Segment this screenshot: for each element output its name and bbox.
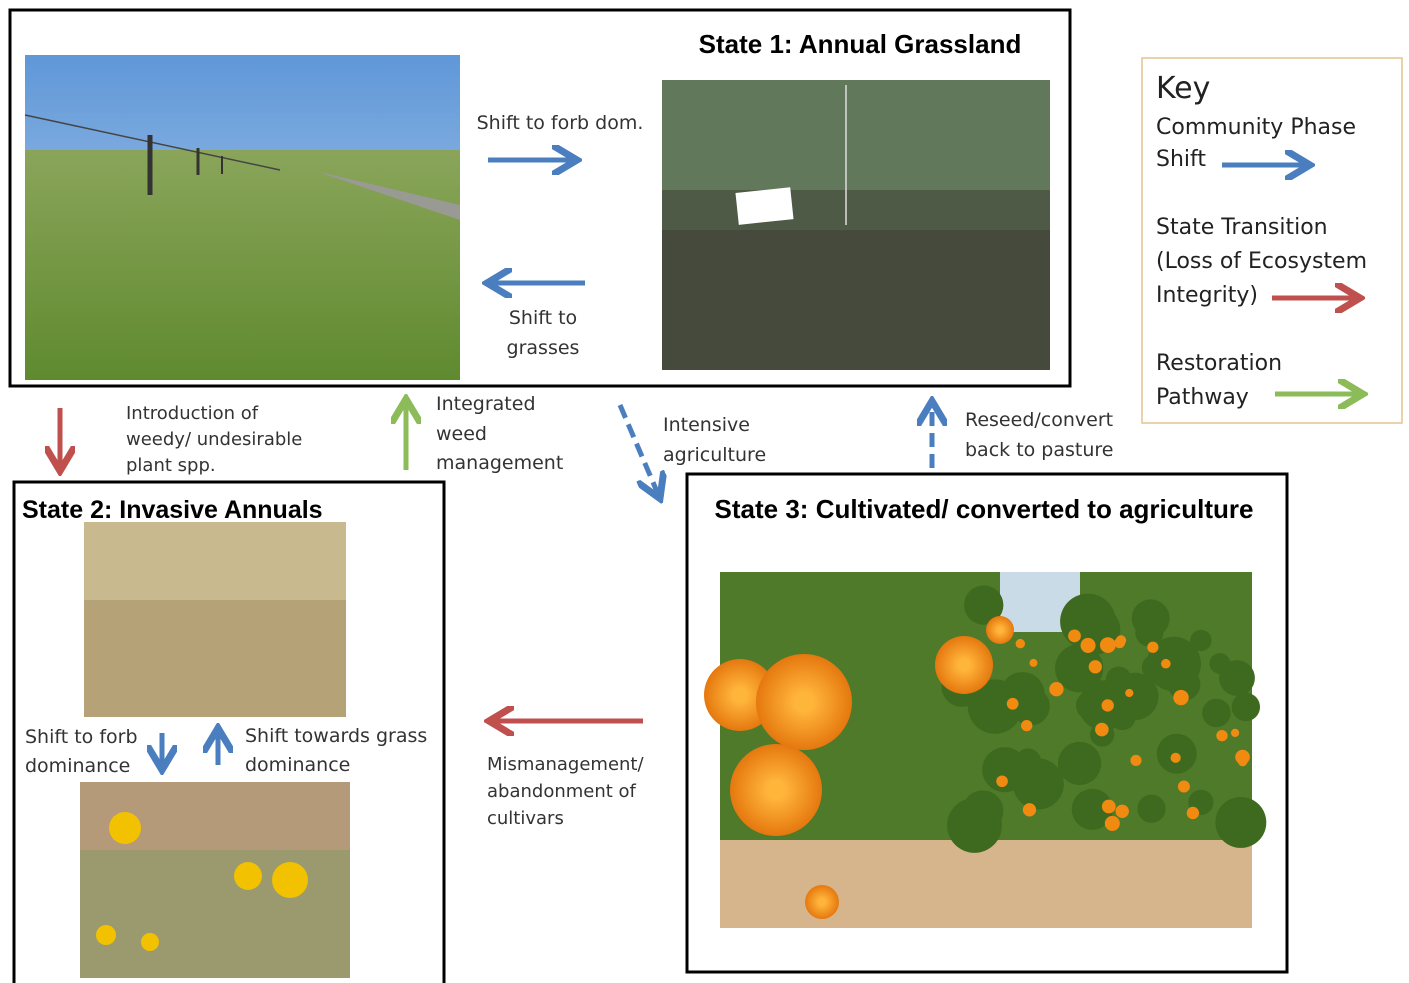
key-box [1141,57,1403,424]
key-label: Shift [1156,147,1206,172]
leaf-cluster [1000,672,1045,717]
leaf-cluster [1055,644,1104,693]
orange [805,885,839,919]
leaf-cluster [982,747,1028,793]
key-label: Integrity) [1156,283,1258,308]
transition-label: Shift to forb dom. [477,112,644,134]
transition-label: Shift to [509,307,577,329]
small-orange [1147,641,1159,653]
small-orange [1161,658,1171,669]
flower [109,812,141,844]
transition-label: dominance [245,754,350,776]
leaf-cluster [1057,741,1102,786]
small-orange [1115,804,1129,818]
small-orange [1101,699,1114,712]
key-label: State Transition [1156,215,1328,240]
small-orange [1230,728,1240,738]
key-label: Pathway [1156,385,1249,410]
small-orange [1015,638,1026,649]
transition-label: back to pasture [965,439,1113,461]
small-orange [1173,689,1189,706]
small-orange [1177,780,1190,793]
transition-label: weedy/ undesirable [126,429,302,450]
arrow-dashed [617,404,658,494]
transition-label: Mismanagement/ [487,754,644,775]
key-label: Community Phase [1156,115,1356,140]
leaf-cluster [1137,794,1166,823]
transition-label: dominance [25,755,130,777]
key-title: Key [1156,71,1210,106]
small-orange [1114,637,1126,649]
transition-label: Intensive [663,414,750,436]
transition-label: weed [436,423,487,445]
small-orange [1125,688,1134,698]
small-orange [1068,629,1081,643]
transition-label: management [436,452,563,474]
photo-grassland [24,55,460,380]
transition-label: Reseed/convert [965,409,1113,431]
orange [986,616,1014,644]
small-orange [1216,729,1228,742]
small-orange [1049,682,1064,697]
state-title: State 1: Annual Grassland [699,29,1022,59]
leaf-cluster [968,808,998,837]
state-title: State 3: Cultivated/ converted to agricu… [715,494,1254,524]
transition-label: cultivars [487,808,564,829]
leaf-cluster [964,585,1004,625]
small-orange [1130,754,1142,767]
leaf-cluster [1071,788,1113,830]
leaf-cluster [1215,796,1267,848]
flower [234,862,262,890]
small-orange [1238,757,1248,767]
small-orange [1170,752,1181,763]
small-orange [1021,719,1033,732]
photo-orchard [704,572,1267,928]
small-orange [1080,637,1096,653]
small-orange [1006,697,1019,710]
small-orange [1104,815,1120,831]
leaf-cluster [1231,692,1261,722]
leaf-cluster [1135,618,1164,647]
state-box [12,480,446,983]
transition-label: grasses [507,337,580,359]
flower [272,862,308,898]
flower [141,933,159,951]
leaf-cluster [1209,653,1231,674]
state-box [685,472,1289,974]
small-orange [1022,803,1037,817]
transition-label: Shift to forb [25,726,138,748]
state-title: State 2: Invasive Annuals [22,496,323,524]
transition-label: plant spp. [126,455,216,476]
small-orange [1095,722,1109,737]
leaf-cluster [1146,636,1202,692]
small-orange [1186,806,1200,820]
orange [730,744,822,836]
key-label: Restoration [1156,351,1282,376]
photo-forb [662,80,1050,370]
small-orange [1099,637,1116,653]
orange [935,636,993,694]
key-label: (Loss of Ecosystem [1156,249,1367,274]
transition-label: abandonment of [487,781,637,802]
transition-label: Integrated [436,393,536,415]
small-orange [1088,660,1102,674]
state-box [8,8,1072,388]
photo-dry-grass [84,522,346,717]
leaf-cluster [1190,629,1212,652]
photo-yellow-flowers [80,782,350,978]
small-orange [1101,799,1116,814]
leaf-cluster [1202,698,1231,728]
small-orange [1029,658,1038,667]
flower [96,925,116,945]
transition-label: Shift towards grass [245,725,427,747]
transition-label: Introduction of [126,403,259,424]
small-orange [996,775,1008,788]
orange [756,654,852,750]
transition-label: agriculture [663,444,766,466]
leaf-cluster [1075,690,1106,721]
